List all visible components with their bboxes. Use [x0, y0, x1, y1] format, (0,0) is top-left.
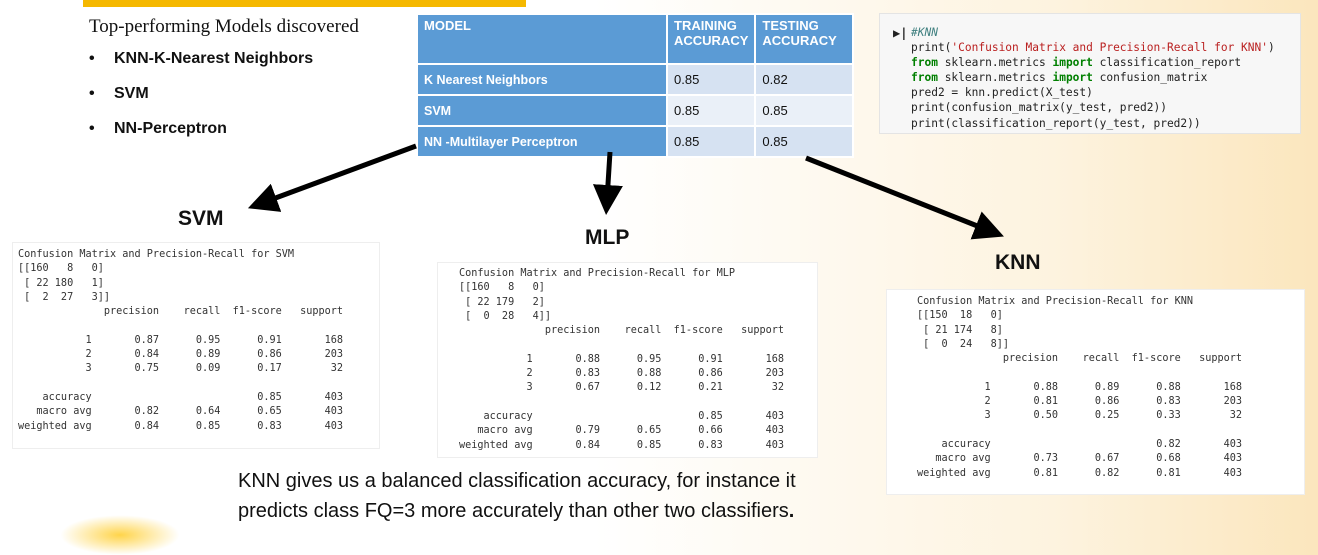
list-item-label: NN-Perceptron	[114, 120, 227, 137]
column-header-testing: TESTING ACCURACY	[756, 15, 853, 63]
list-item-label: KNN-K-Nearest Neighbors	[114, 50, 314, 67]
table-row: K Nearest Neighbors 0.85 0.82	[418, 65, 853, 94]
list-item: • KNN-K-Nearest Neighbors	[89, 50, 313, 85]
arrow-to-knn	[805, 155, 1004, 240]
code-token: sklearn.metrics	[937, 71, 1053, 85]
bullet-icon: •	[89, 120, 95, 137]
code-comment: #KNN	[911, 26, 938, 39]
arrows	[247, 143, 1004, 240]
code-keyword: from	[911, 56, 938, 70]
svm-report-text: Confusion Matrix and Precision-Recall fo…	[18, 249, 344, 432]
accent-bar	[83, 0, 526, 7]
code-token: confusion_matrix	[1092, 71, 1208, 85]
conclusion-line: KNN gives us a balanced classification a…	[238, 470, 796, 492]
cell-model: NN -Multilayer Perceptron	[418, 127, 666, 156]
intro-title: Top-performing Models discovered	[89, 16, 359, 37]
mlp-report-text: Confusion Matrix and Precision-Recall fo…	[459, 268, 785, 451]
code-token: )	[1268, 41, 1275, 55]
cell-model: SVM	[418, 96, 666, 125]
code-lines: #KNN print('Confusion Matrix and Precisi…	[911, 25, 1275, 131]
list-item: • NN-Perceptron	[89, 120, 313, 155]
knn-report-text: Confusion Matrix and Precision-Recall fo…	[917, 296, 1243, 479]
arrow-to-mlp	[592, 151, 623, 215]
mlp-report: Confusion Matrix and Precision-Recall fo…	[437, 262, 818, 458]
code-keyword: import	[1052, 56, 1093, 70]
code-line: print(confusion_matrix(y_test, pred2))	[911, 101, 1167, 115]
svm-title: SVM	[178, 207, 224, 230]
code-cell[interactable]: ▶| #KNN print('Confusion Matrix and Prec…	[879, 13, 1301, 134]
code-token: classification_report	[1092, 56, 1242, 70]
cell-training: 0.85	[668, 127, 755, 156]
svm-report: Confusion Matrix and Precision-Recall fo…	[12, 242, 380, 449]
code-string: 'Confusion Matrix and Precision-Recall f…	[951, 41, 1268, 55]
cell-training: 0.85	[668, 65, 755, 94]
code-keyword: from	[911, 71, 938, 85]
bullet-icon: •	[89, 85, 95, 102]
cell-model: K Nearest Neighbors	[418, 65, 666, 94]
arrow-to-svm	[247, 143, 417, 212]
accuracy-table: MODEL TRAINING ACCURACY TESTING ACCURACY…	[416, 13, 855, 158]
list-item-label: SVM	[114, 85, 149, 102]
code-line: print(classification_report(y_test, pred…	[911, 116, 1201, 130]
table-header-row: MODEL TRAINING ACCURACY TESTING ACCURACY	[418, 15, 853, 63]
list-item: • SVM	[89, 85, 313, 120]
column-header-model: MODEL	[418, 15, 666, 63]
conclusion-period: .	[788, 500, 795, 522]
code-line: pred2 = knn.predict(X_test)	[911, 86, 1093, 100]
code-token: print(	[911, 41, 952, 55]
cell-training: 0.85	[668, 96, 755, 125]
knn-title: KNN	[995, 251, 1041, 274]
cell-testing: 0.85	[756, 96, 853, 125]
code-token: sklearn.metrics	[937, 56, 1053, 70]
mlp-title: MLP	[585, 226, 630, 249]
code-keyword: import	[1052, 71, 1093, 85]
knn-report: Confusion Matrix and Precision-Recall fo…	[886, 289, 1305, 495]
column-header-training: TRAINING ACCURACY	[668, 15, 755, 63]
bullet-icon: •	[89, 50, 95, 67]
model-list: • KNN-K-Nearest Neighbors • SVM • NN-Percep…	[89, 50, 313, 155]
run-cell-icon[interactable]: ▶|	[893, 26, 908, 40]
cell-testing: 0.85	[756, 127, 853, 156]
cell-testing: 0.82	[756, 65, 853, 94]
conclusion-line: predicts class FQ=3 more accurately than…	[238, 496, 796, 526]
conclusion-text: KNN gives us a balanced classification a…	[238, 466, 796, 526]
conclusion-line-text: predicts class FQ=3 more accurately than…	[238, 500, 789, 522]
table-row: NN -Multilayer Perceptron 0.85 0.85	[418, 127, 853, 156]
table-row: SVM 0.85 0.85	[418, 96, 853, 125]
